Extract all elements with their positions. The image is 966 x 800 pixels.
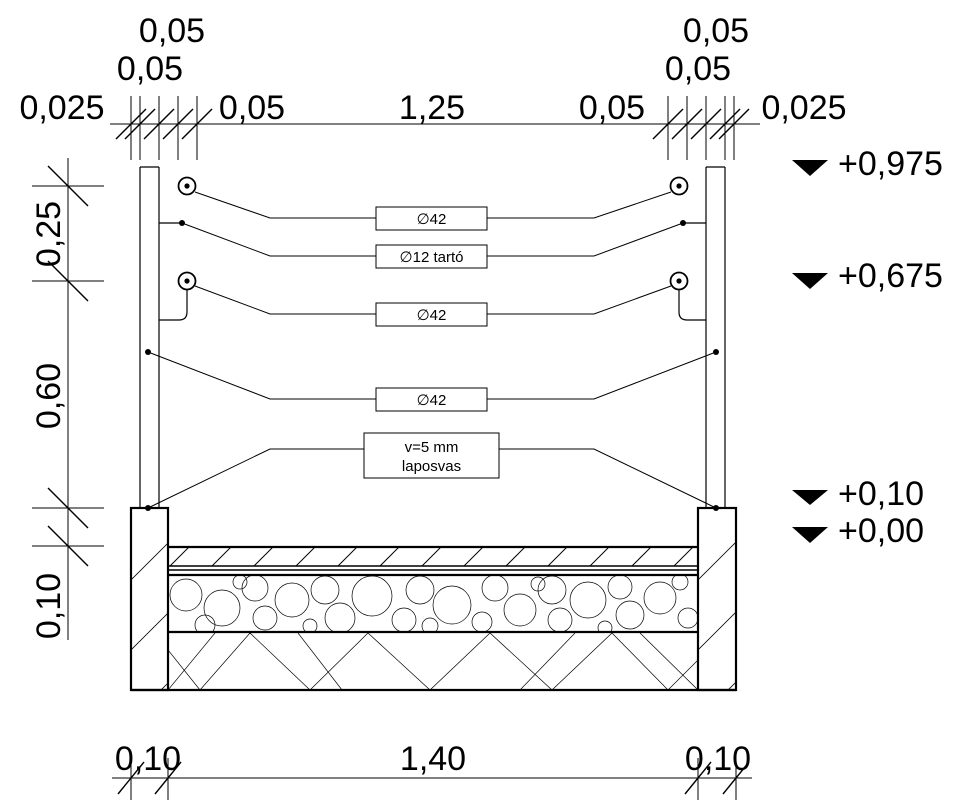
top-dimension-chain: 0,05 0,05 0,025 0,05 1,25 0,05 0,05 0,05… [19,12,847,160]
dim-right-top: 0,05 [683,12,749,50]
label-flat-bar: v=5 mm laposvas [363,432,500,479]
dim-left-outer: 0,025 [19,89,104,127]
svg-text:+0,675: +0,675 [838,257,943,295]
svg-text:∅42: ∅42 [417,392,447,409]
pipe-top-right [669,176,689,196]
level-triangle-icon [792,273,828,289]
level-marks: +0,975 +0,675 +0,10 +0,00 [792,145,943,550]
level-mark-0975: +0,975 [792,145,943,183]
railing-structure [139,166,726,511]
level-mark-000: +0,00 [792,512,924,550]
dim-bottom-right: 0,10 [685,740,751,778]
dim-right-inner: 0,05 [579,89,645,127]
level-mark-0675: +0,675 [792,257,943,295]
level-triangle-icon [792,527,828,543]
dim-left-inner: 0,05 [219,89,285,127]
svg-text:∅12 tartó: ∅12 tartó [400,249,464,266]
label-pipe-mid: ∅42 [375,302,488,327]
bottom-dimension-chain: 0,10 1,40 0,10 [112,740,752,800]
level-mark-010: +0,10 [792,475,924,513]
dim-left-mid: 0,05 [117,50,183,88]
svg-text:∅42: ∅42 [417,307,447,324]
svg-text:+0,975: +0,975 [838,145,943,183]
label-pipe-low: ∅42 [375,387,488,412]
side-dimension-chain: 0,25 0,60 0,10 [30,158,104,640]
dim-bottom-center: 1,40 [400,740,466,778]
svg-text:∅42: ∅42 [417,211,447,228]
svg-text:v=5 mm: v=5 mm [405,439,459,456]
svg-text:+0,10: +0,10 [838,475,924,513]
dim-center-top: 1,25 [399,89,465,127]
dim-middle: 0,60 [30,363,68,429]
label-holder: ∅12 tartó [375,244,488,269]
dim-lower: 0,10 [30,573,68,639]
dim-left-top: 0,05 [139,12,205,50]
svg-text:+0,00: +0,00 [838,512,924,550]
pipe-top-left [177,176,197,196]
leader-lines [147,191,717,509]
svg-text:laposvas: laposvas [402,458,461,475]
label-pipe-top: ∅42 [375,206,488,231]
dim-upper: 0,25 [30,201,68,267]
level-triangle-icon [792,160,828,176]
level-triangle-icon [792,490,828,505]
slab-section [129,506,738,692]
dim-bottom-left: 0,10 [115,740,181,778]
dim-right-outer: 0,025 [761,89,846,127]
dim-right-mid: 0,05 [665,50,731,88]
